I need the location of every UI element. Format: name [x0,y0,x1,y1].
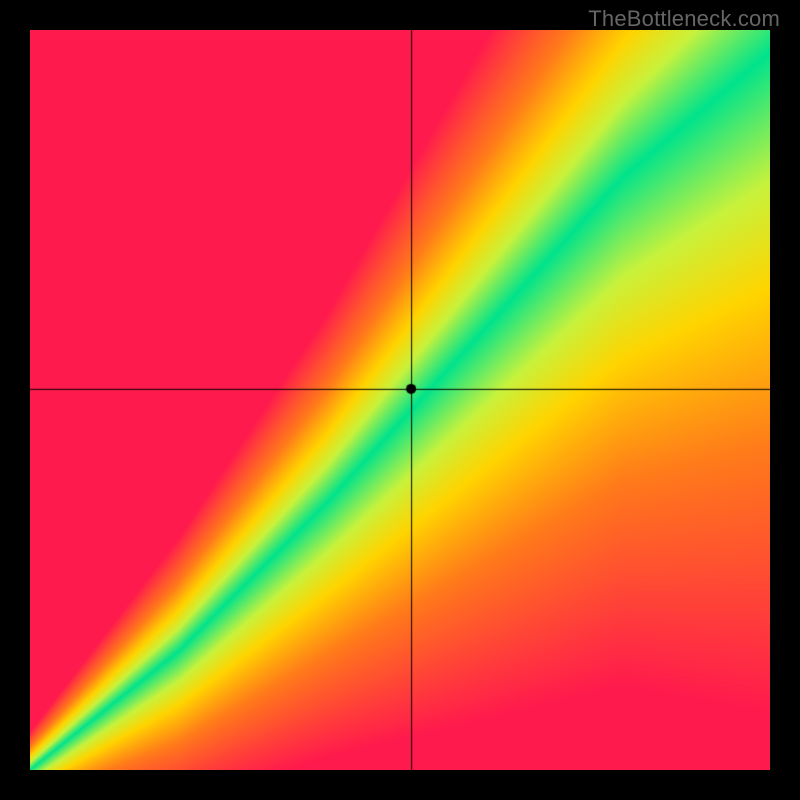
chart-frame: TheBottleneck.com [0,0,800,800]
watermark-text: TheBottleneck.com [588,6,780,32]
plot-area [30,30,770,770]
heatmap-canvas [30,30,770,770]
